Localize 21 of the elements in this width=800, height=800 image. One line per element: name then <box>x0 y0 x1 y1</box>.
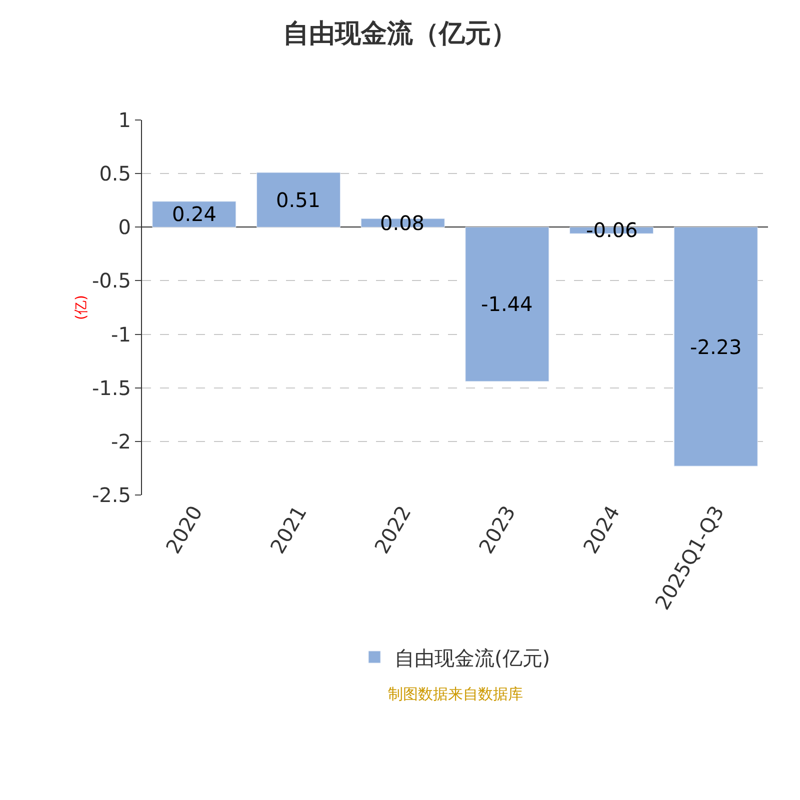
y-tick-label: 0.5 <box>99 162 131 186</box>
y-tick-label: -2 <box>111 429 131 454</box>
bar <box>152 201 236 228</box>
data-label: 0.51 <box>276 188 321 212</box>
legend-label: 自由现金流(亿元) <box>394 646 550 670</box>
bar <box>256 172 340 228</box>
y-tick-label: -1.5 <box>92 376 131 400</box>
text: 制图数据来自数据库 <box>388 685 523 703</box>
data-label: 0.08 <box>380 211 425 235</box>
bar <box>465 226 550 382</box>
data-label: -1.44 <box>481 292 533 316</box>
chart-title: 自由现金流（亿元） <box>283 19 517 50</box>
y-axis-title: (亿) <box>74 295 90 320</box>
y-tick-label: 0 <box>118 215 131 240</box>
y-tick-label: -1 <box>111 322 131 346</box>
data-label: -2.23 <box>690 335 742 359</box>
bar <box>674 226 758 466</box>
y-tick-label: -0.5 <box>92 268 131 293</box>
y-tick-label: 1 <box>118 108 131 132</box>
y-tick-label: -2.5 <box>92 483 131 507</box>
data-label: 0.24 <box>172 202 217 226</box>
